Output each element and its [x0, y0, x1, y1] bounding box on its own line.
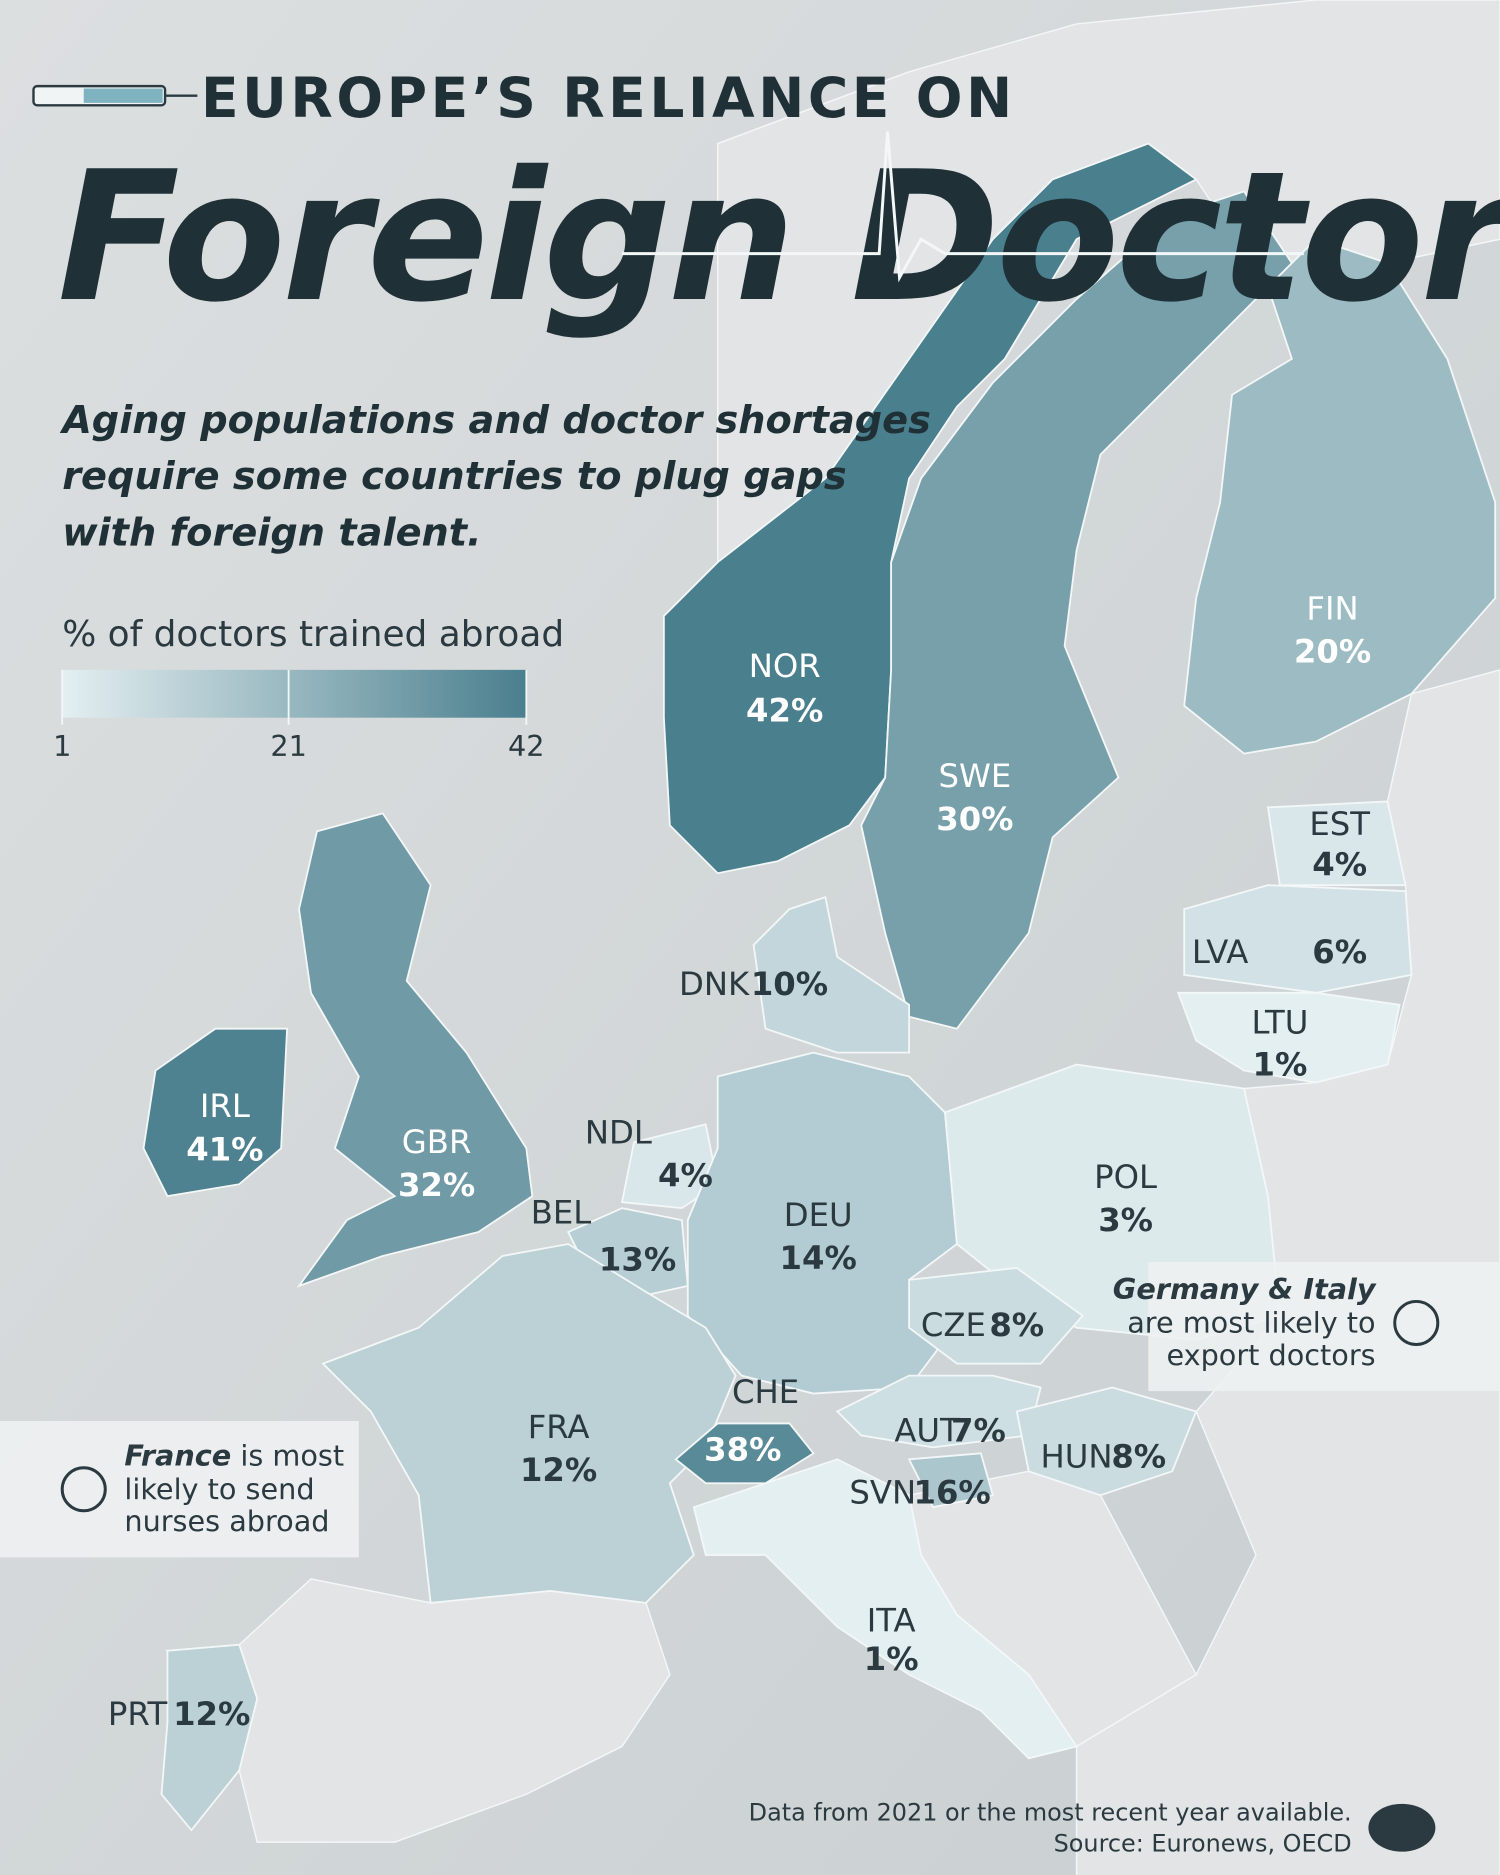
- country-code: POL: [1094, 1158, 1157, 1196]
- subtitle: Aging populations and doctor shortages r…: [59, 398, 931, 555]
- country-value: 12%: [173, 1695, 250, 1733]
- callout-bold: Germany & Italy: [1113, 1272, 1377, 1306]
- syringe-icon: [32, 84, 198, 107]
- land: [164, 1578, 671, 1843]
- country-value: 4%: [1312, 846, 1367, 884]
- country-irl: [142, 1027, 289, 1198]
- footer-source: Source: Euronews, OECD: [1054, 1830, 1352, 1858]
- legend: % of doctors trained abroad 1 21 42: [53, 614, 564, 763]
- country-che: [674, 1422, 815, 1485]
- country-value: 1%: [1252, 1045, 1307, 1083]
- country-svn: [907, 1452, 994, 1509]
- country-ita: [692, 1458, 1079, 1760]
- country-value: 16%: [914, 1474, 991, 1512]
- country-lva: [1183, 884, 1413, 994]
- callout-text: are most likely to: [1127, 1306, 1375, 1340]
- subtitle-line: Aging populations and doctor shortages: [59, 398, 931, 443]
- country-value: 20%: [1294, 633, 1371, 671]
- clipboard-icon: [60, 1466, 107, 1513]
- country-code: FIN: [1306, 590, 1358, 628]
- country-value: 42%: [746, 691, 823, 729]
- country-code: CZE: [921, 1306, 986, 1344]
- callout-text: nurses abroad: [124, 1504, 329, 1538]
- country-value: 8%: [989, 1306, 1044, 1344]
- pill-icon: [1393, 1299, 1440, 1346]
- country-hun: [1015, 1386, 1198, 1497]
- country-code: GBR: [402, 1123, 472, 1161]
- legend-tick-label: 21: [270, 729, 307, 763]
- country-value: 41%: [186, 1130, 263, 1168]
- country-code: IRL: [200, 1087, 250, 1125]
- country-code: SWE: [938, 757, 1011, 795]
- footer-note: Data from 2021 or the most recent year a…: [749, 1799, 1352, 1827]
- country-dnk: [752, 895, 910, 1054]
- heartbeat-line: [622, 131, 1304, 283]
- callout-text: export doctors: [1166, 1338, 1375, 1372]
- country-code: NOR: [749, 647, 821, 685]
- country-code: CHE: [732, 1373, 799, 1411]
- callout-text: is most: [240, 1438, 344, 1472]
- country-value: 3%: [1098, 1201, 1153, 1239]
- country-value: 12%: [520, 1451, 597, 1489]
- callout-box: [1148, 1261, 1500, 1392]
- callout-text: likely to send: [124, 1472, 314, 1506]
- title: Foreign Doctors: [57, 133, 1500, 342]
- country-est: [1266, 800, 1407, 887]
- callout-bold: France: [124, 1438, 231, 1472]
- country-nor: [662, 142, 1198, 875]
- country-code: SVN: [849, 1474, 916, 1512]
- country-value: 10%: [751, 965, 828, 1003]
- country-code: AUT: [894, 1411, 960, 1449]
- callout-germany: Germany & Italy are most likely to expor…: [1113, 1272, 1377, 1372]
- country-prt: [160, 1643, 259, 1832]
- country-code: NDL: [585, 1114, 652, 1152]
- footer: Data from 2021 or the most recent year a…: [749, 1799, 1352, 1858]
- callout-box: [0, 1421, 359, 1558]
- country-value: 13%: [599, 1240, 676, 1278]
- country-code: BEL: [531, 1194, 592, 1232]
- country-code: EST: [1309, 805, 1370, 843]
- legend-tick-label: 42: [508, 729, 545, 763]
- country-deu: [686, 1051, 958, 1395]
- country-value: 7%: [951, 1411, 1006, 1449]
- logo: [1368, 1803, 1436, 1852]
- country-value: 30%: [936, 800, 1013, 838]
- country-value: 14%: [780, 1239, 857, 1277]
- country-cze: [908, 1267, 1084, 1365]
- country-swe: [860, 190, 1294, 1030]
- country-value: 6%: [1312, 933, 1367, 971]
- legend-title: % of doctors trained abroad: [62, 614, 564, 655]
- country-code: FRA: [528, 1408, 590, 1446]
- country-value: 8%: [1111, 1438, 1166, 1476]
- country-ltu: [1176, 991, 1401, 1084]
- country-code: LVA: [1192, 933, 1249, 971]
- country-value: 32%: [398, 1166, 475, 1204]
- country-labels: NOR 42% SWE 30% FIN 20% EST 4% LVA 6% LT…: [108, 590, 1371, 1733]
- country-code: HUN: [1041, 1438, 1113, 1476]
- country-code: DNK: [679, 965, 750, 1003]
- callout-france: France is most likely to send nurses abr…: [124, 1438, 344, 1538]
- callout-line: France is most: [124, 1438, 344, 1472]
- syringe-fluid: [83, 88, 163, 103]
- legend-tick-label: 1: [53, 729, 71, 763]
- kicker: EUROPE’S RELIANCE ON: [201, 66, 1016, 130]
- country-code: PRT: [108, 1695, 168, 1733]
- country-code: DEU: [784, 1196, 853, 1234]
- country-gbr: [296, 812, 534, 1288]
- country-code: LTU: [1251, 1003, 1308, 1041]
- country-value: 1%: [864, 1640, 919, 1678]
- country-value: 4%: [658, 1157, 713, 1195]
- country-value: 38%: [704, 1431, 781, 1469]
- subtitle-line: require some countries to plug gaps: [62, 454, 846, 499]
- legend-bar: [62, 669, 527, 718]
- country-fin: [1183, 238, 1497, 755]
- subtitle-line: with foreign talent.: [62, 510, 481, 555]
- country-code: ITA: [867, 1602, 916, 1640]
